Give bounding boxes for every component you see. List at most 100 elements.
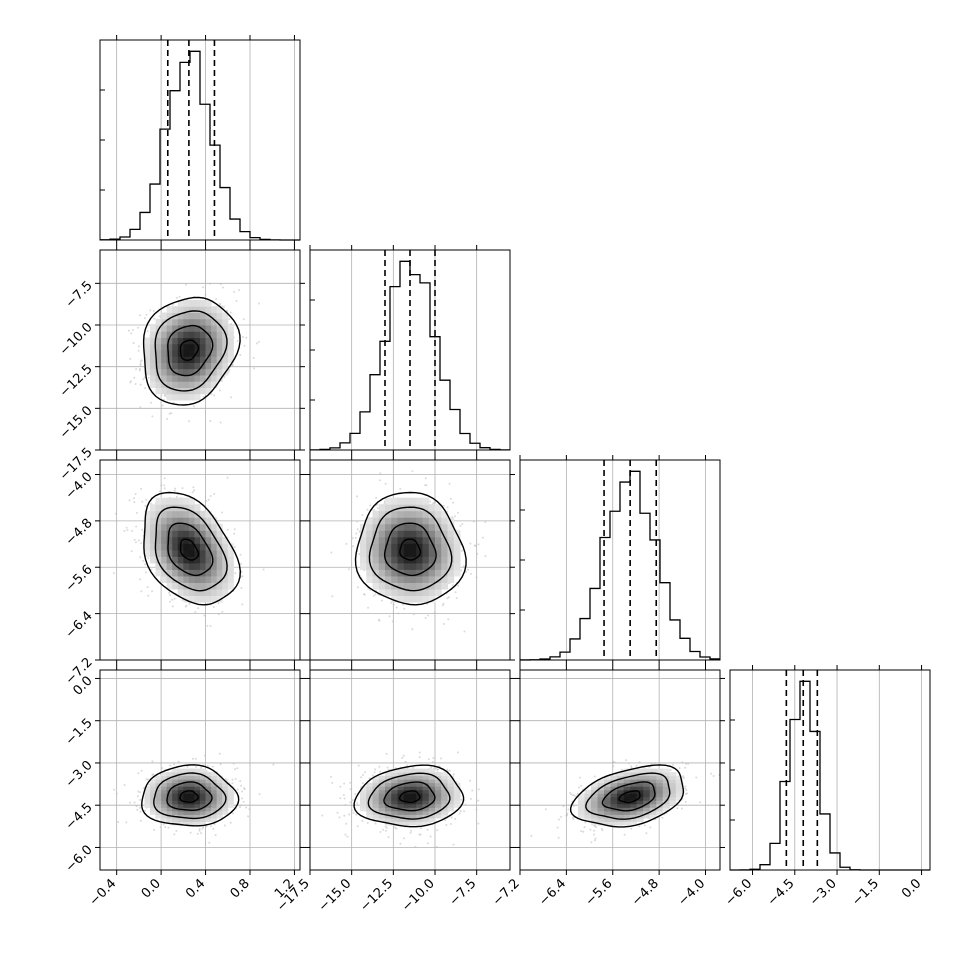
scatter-point: [112, 572, 115, 575]
scatter-point: [218, 389, 221, 392]
density-cell: [216, 362, 223, 370]
density-cell: [205, 582, 212, 590]
scatter-point: [562, 805, 565, 808]
density-cell: [144, 800, 151, 805]
density-cell: [161, 556, 168, 564]
scatter-point: [133, 501, 136, 504]
density-cell: [216, 530, 223, 538]
density-cell: [211, 562, 218, 570]
density-cell: [227, 582, 234, 590]
density-cell: [166, 350, 173, 357]
density-cell: [172, 375, 179, 382]
density-cell: [194, 775, 201, 780]
scatter-point: [240, 784, 242, 787]
scatter-point: [226, 476, 229, 479]
density-cell: [200, 582, 207, 590]
density-cell: [177, 810, 184, 815]
density-cell: [194, 782, 201, 787]
panel-1-0: −17.5−15.0−12.5−10.0−7.5: [57, 245, 305, 484]
density-cell: [385, 810, 392, 815]
contour-level-0: [179, 790, 199, 803]
density-cell: [188, 786, 195, 791]
contour-level-2: [368, 506, 453, 592]
scatter-point: [460, 549, 463, 552]
scatter-point: [343, 782, 346, 785]
density-cell: [183, 588, 190, 597]
contour-level-3: [354, 491, 467, 606]
scatter-point: [475, 808, 478, 811]
density-cell: [403, 575, 411, 583]
density-cell: [216, 782, 223, 787]
density-cell: [366, 562, 373, 570]
density-cell: [372, 549, 380, 557]
density-cell: [194, 343, 201, 351]
scatter-point: [252, 357, 255, 359]
density-cell: [188, 387, 195, 395]
density-cell: [216, 595, 223, 603]
scatter-point: [435, 846, 438, 848]
scatter-point: [230, 396, 232, 399]
scatter-point: [362, 774, 364, 776]
scatter-point: [202, 286, 205, 289]
density-cell: [205, 562, 212, 570]
scatter-point: [229, 821, 232, 824]
scatter-point: [238, 289, 241, 291]
density-cell: [391, 517, 398, 525]
density-cell: [227, 337, 234, 345]
scatter-point: [200, 766, 202, 769]
scatter-point: [344, 833, 347, 836]
y-tick-label: −4.5: [63, 800, 96, 833]
scatter-point: [136, 795, 139, 798]
scatter-point: [361, 514, 364, 516]
density-cell: [205, 803, 212, 808]
density-cell: [194, 300, 201, 307]
scatter-point: [330, 775, 333, 778]
scatter-point: [378, 765, 381, 768]
scatter-point: [361, 782, 364, 785]
density-cell: [205, 517, 212, 525]
density-cell: [188, 588, 195, 597]
density-cell: [205, 536, 212, 544]
density-cell: [372, 782, 380, 787]
density-cell: [172, 562, 179, 570]
density-cell: [150, 800, 157, 805]
scatter-point: [427, 758, 430, 761]
density-cell: [391, 588, 398, 597]
density-cell: [428, 796, 436, 801]
scatter-point: [448, 769, 451, 772]
density-cell: [360, 789, 367, 794]
density-cell: [435, 800, 442, 805]
density-cell: [211, 343, 218, 351]
density-cell: [397, 510, 405, 518]
scatter-point: [361, 819, 364, 822]
density-cell: [194, 786, 201, 791]
scatter-point: [186, 765, 189, 768]
scatter-point: [469, 542, 472, 545]
density-cell: [183, 381, 190, 388]
density-cell: [183, 543, 190, 551]
density-cell: [183, 796, 190, 801]
density-cell: [205, 318, 212, 326]
density-cell: [447, 803, 455, 808]
axes-frame: [729, 669, 931, 871]
scatter-point: [181, 487, 184, 490]
density-cell: [378, 543, 386, 551]
scatter-point: [356, 528, 359, 531]
density-cell: [166, 793, 173, 798]
scatter-point: [258, 793, 261, 796]
scatter-point: [215, 298, 218, 301]
scatter-point: [144, 387, 147, 390]
density-cell: [366, 789, 373, 794]
density-cell: [211, 312, 218, 320]
density-cell: [211, 331, 218, 338]
density-cell: [385, 575, 392, 583]
density-cell: [216, 582, 223, 590]
scatter-point: [148, 783, 151, 786]
density-cell: [211, 786, 218, 791]
density-cell: [155, 775, 162, 780]
density-cell: [205, 356, 212, 363]
density-cell: [453, 549, 461, 557]
scatter-point: [684, 800, 687, 803]
scatter-point: [424, 477, 427, 480]
scatter-point: [140, 590, 143, 593]
